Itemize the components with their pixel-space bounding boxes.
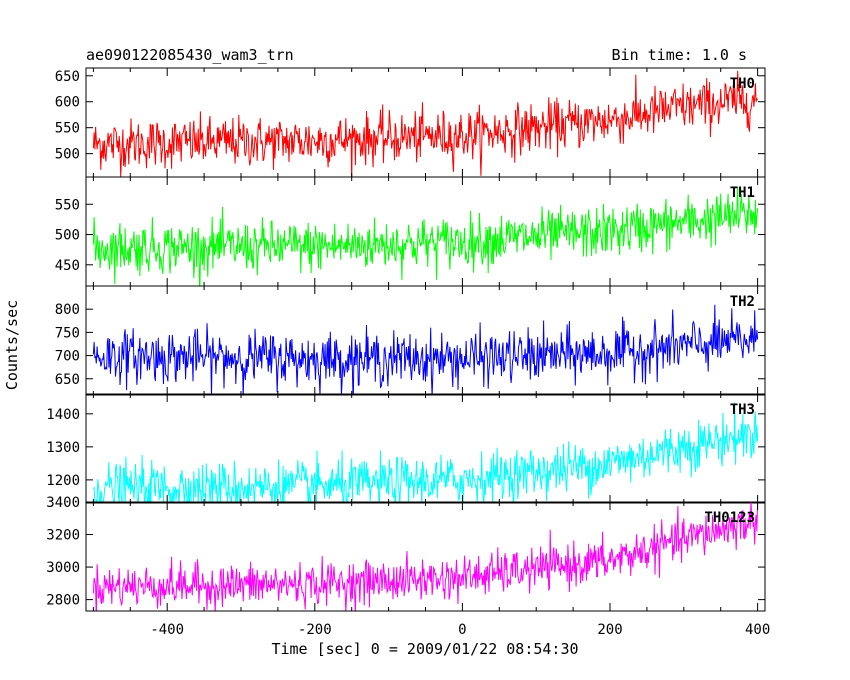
panel-th0123: 2800 3000 3200 3400 TH0123 (46, 495, 766, 612)
y-axis-label: Counts/sec (3, 300, 21, 390)
y-tick-label: 600 (55, 95, 80, 111)
series-line-th3 (92, 402, 759, 503)
panel-th3: 1200 1300 1400 TH3 (46, 393, 766, 504)
y-tick-label: 550 (55, 197, 80, 213)
y-tick-label: 1400 (46, 407, 80, 423)
y-tick-label: 3400 (46, 495, 80, 511)
y-tick-label: 800 (55, 302, 80, 318)
y-tick-label: 500 (55, 147, 80, 163)
series-line-th0123 (92, 502, 759, 611)
observation-id: ae090122085430_wam3_trn (86, 46, 294, 64)
y-tick-label: 1200 (46, 473, 80, 489)
y-tick-label: 650 (55, 372, 80, 388)
y-tick-label: 700 (55, 349, 80, 365)
series-line-th0 (92, 70, 759, 177)
panel-frame (85, 67, 766, 178)
panels-group: 500 550 600 650 TH0 450 500 550 TH1 650 700 750 800 T… (46, 67, 766, 612)
x-tick-label: -400 (150, 622, 184, 638)
x-tick-label: 400 (745, 622, 770, 638)
y-tick-label: 750 (55, 325, 80, 341)
panel-frame (85, 176, 766, 287)
y-tick-label: 500 (55, 228, 80, 244)
x-tick-label: 0 (458, 622, 466, 638)
y-tick-label: 3000 (46, 560, 80, 576)
bin-time-label: Bin time: 1.0 s (612, 46, 747, 64)
panel-label-th2: TH2 (730, 294, 755, 310)
panel-label-th3: TH3 (730, 402, 755, 418)
y-tick-label: 450 (55, 258, 80, 274)
panel-frame (85, 501, 766, 612)
x-tick-label: -200 (298, 622, 332, 638)
panel-th0: 500 550 600 650 TH0 (55, 67, 766, 178)
panel-label-th0123: TH0123 (704, 510, 755, 526)
panel-label-th1: TH1 (730, 185, 755, 201)
y-tick-label: 1300 (46, 440, 80, 456)
y-tick-label: 3200 (46, 528, 80, 544)
y-tick-label: 2800 (46, 593, 80, 609)
y-tick-label: 550 (55, 121, 80, 137)
x-tick-label: 200 (597, 622, 622, 638)
y-tick-label: 650 (55, 69, 80, 85)
series-line-th1 (92, 186, 759, 286)
panel-th2: 650 700 750 800 TH2 (55, 285, 766, 396)
x-axis-label: Time [sec] 0 = 2009/01/22 08:54:30 (271, 640, 578, 658)
panel-label-th0: TH0 (730, 76, 755, 92)
series-line-th2 (92, 304, 759, 395)
x-axis-tick-labels: -400 -200 0 200 400 (150, 622, 770, 638)
panel-th1: 450 500 550 TH1 (55, 176, 766, 287)
